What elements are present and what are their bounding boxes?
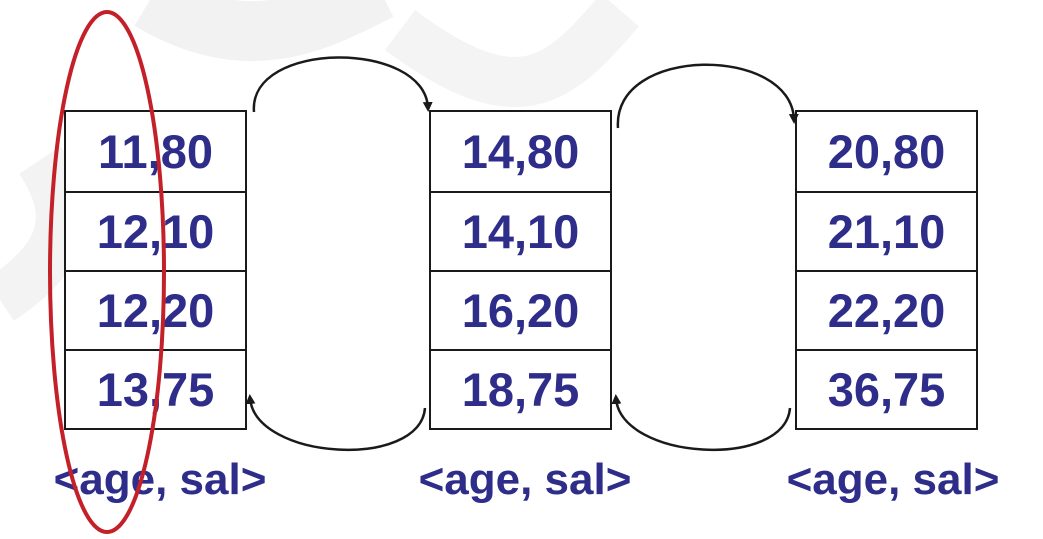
page-2-caption: <age, sal> bbox=[418, 455, 632, 504]
data-entry: 36,75 bbox=[797, 349, 976, 428]
data-entry: 22,20 bbox=[797, 270, 976, 349]
data-entry: 21,10 bbox=[797, 191, 976, 270]
next-page-link-arrow bbox=[252, 56, 433, 113]
next-page-link-arrow bbox=[616, 63, 799, 129]
data-entry: 12,20 bbox=[66, 270, 245, 349]
data-entry: 20,80 bbox=[827, 125, 946, 178]
data-entry: 14,80 bbox=[461, 125, 580, 178]
data-entry: 13,75 bbox=[66, 349, 245, 428]
data-entry: 12,10 bbox=[66, 191, 245, 270]
leaf-page-2: 14,80 14,10 16,20 18,75 bbox=[429, 110, 612, 430]
prev-page-link-arrow bbox=[245, 394, 427, 452]
data-entry: 18,75 bbox=[431, 349, 610, 428]
data-entry: 16,20 bbox=[431, 270, 610, 349]
leaf-page-3: 20,80 21,10 22,20 36,75 bbox=[795, 110, 978, 430]
page-3-caption: <age, sal> bbox=[786, 455, 1000, 504]
data-entry: 14,10 bbox=[431, 191, 610, 270]
page-1-caption: <age, sal> bbox=[53, 455, 267, 504]
prev-page-link-arrow bbox=[611, 394, 792, 452]
data-entry: 11,80 bbox=[97, 125, 214, 178]
leaf-page-1: 11,80 12,10 12,20 13,75 bbox=[64, 110, 247, 430]
